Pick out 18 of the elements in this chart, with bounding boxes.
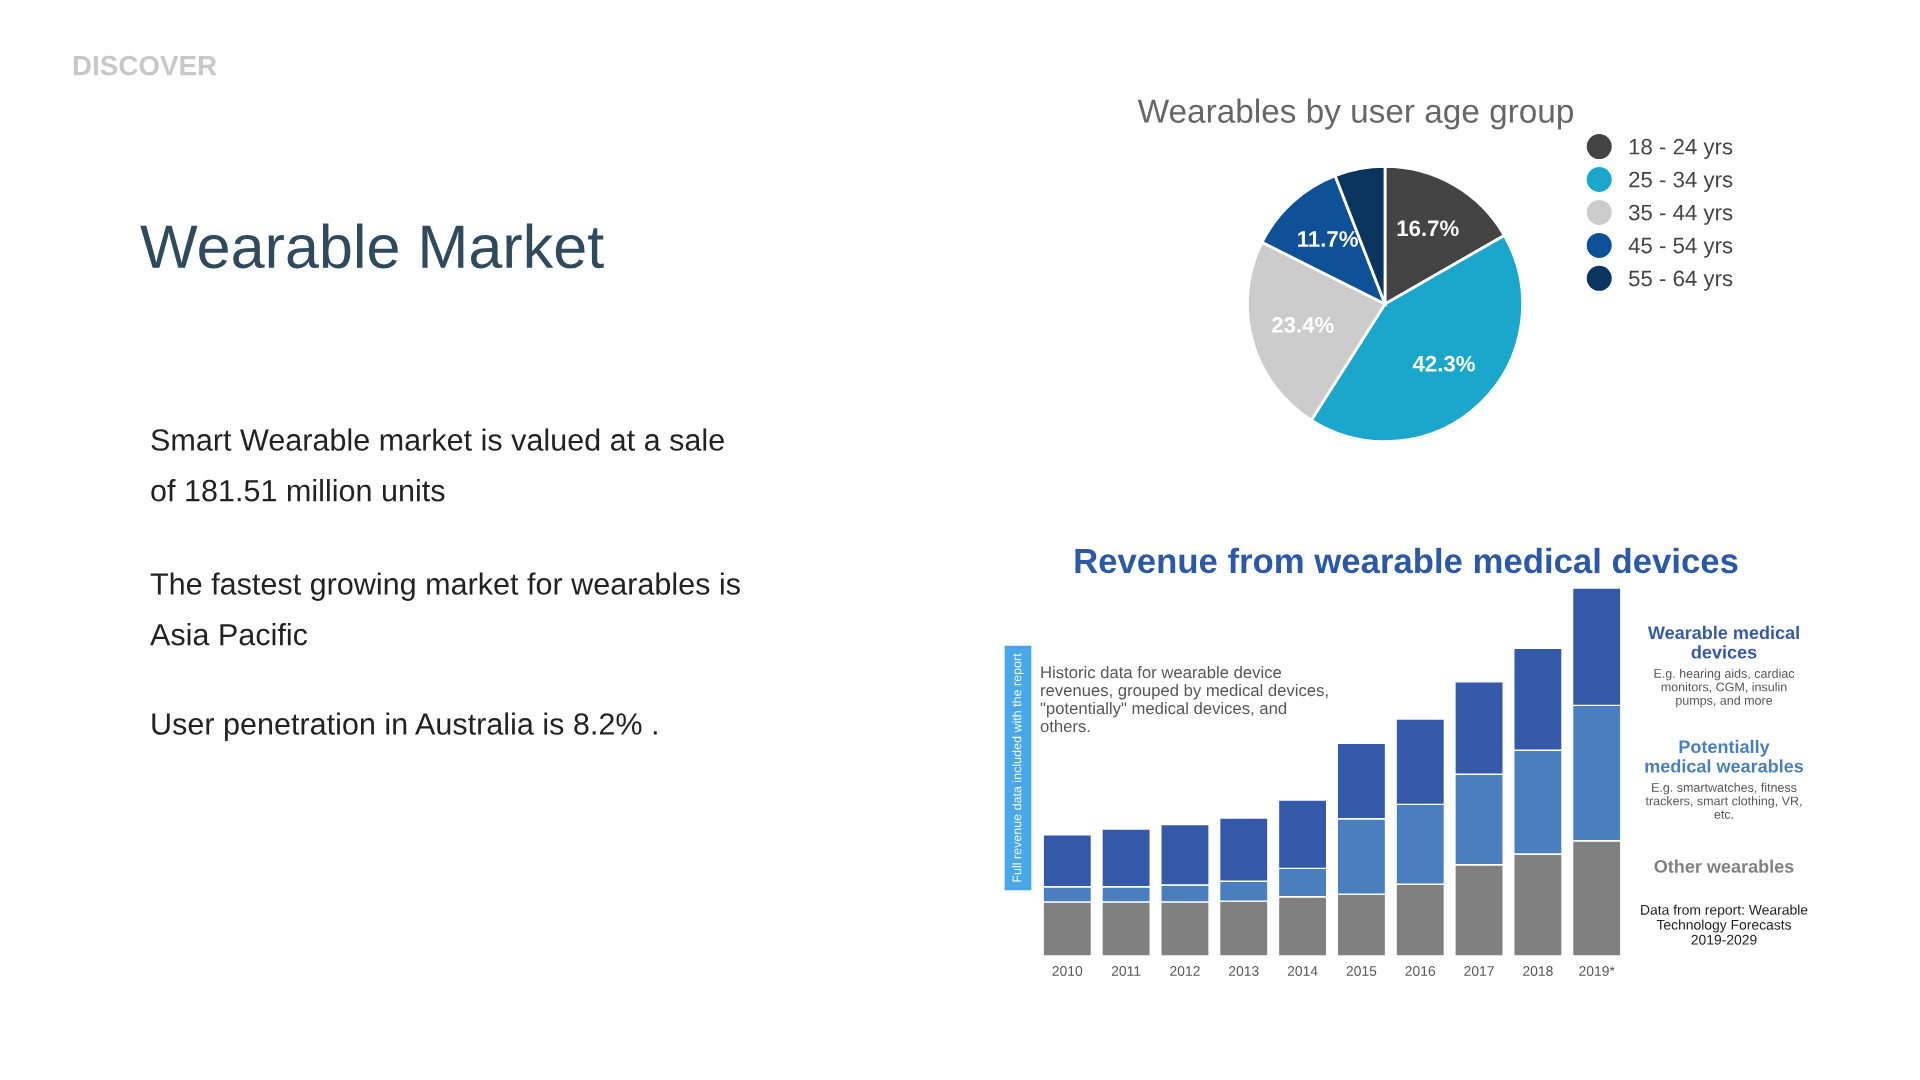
text: Wearable Market: [140, 223, 604, 269]
data-label: 42.3%: [1412, 355, 1475, 372]
legend-label: 18 - 24 yrs: [1629, 138, 1733, 159]
text: Historic data for wearable device revenues, grouped by medical devices, "potentially" medical devices, and others.: [1040, 666, 1328, 733]
legend-label: 35 - 44 yrs: [1628, 204, 1733, 225]
text: The fastest growing market for wearables is Asia Pacific: [150, 572, 740, 646]
data-label: 16.7%: [1397, 220, 1459, 237]
legend-label: 45 - 54 yrs: [1628, 237, 1733, 258]
chart-title: Wearables by user age group: [1137, 98, 1573, 130]
data-label: 11.7%: [1298, 231, 1358, 247]
series-label: Potentially medical wearables: [1645, 739, 1804, 773]
series-label: Wearable medical devices: [1647, 625, 1799, 659]
text: User penetration in Australia is 8.2% .: [152, 712, 657, 741]
text: Smart Wearable market is valued at a sale of 181.51 million units: [151, 428, 724, 502]
chart-title: Revenue from wearable medical devices: [1075, 547, 1738, 574]
legend-label: 25 - 34 yrs: [1629, 171, 1733, 192]
series-label: Other wearables: [1654, 859, 1794, 873]
legend-label: 55 - 64 yrs: [1629, 270, 1733, 291]
